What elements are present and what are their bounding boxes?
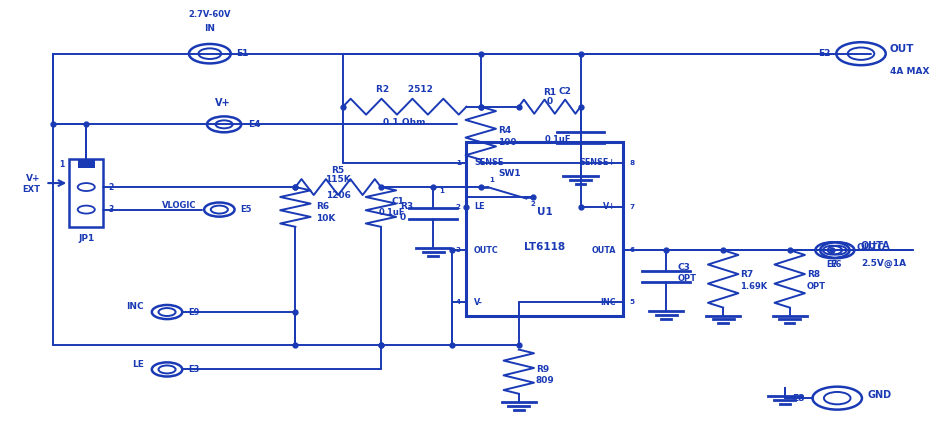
Text: 3: 3: [456, 247, 461, 253]
Text: R9: R9: [536, 365, 549, 374]
Text: 809: 809: [536, 376, 555, 385]
Text: 1206: 1206: [326, 190, 350, 199]
Text: 0: 0: [546, 97, 552, 106]
Text: OUTC: OUTC: [474, 246, 499, 255]
Text: 5: 5: [629, 299, 634, 306]
Text: R3: R3: [400, 202, 413, 211]
Text: SENSE-: SENSE-: [474, 159, 506, 167]
Text: C2: C2: [558, 87, 571, 96]
Text: 0.1uF: 0.1uF: [378, 208, 405, 217]
Text: SENSE+: SENSE+: [580, 159, 616, 167]
Text: GND: GND: [867, 389, 892, 400]
Text: INC: INC: [600, 298, 616, 307]
Text: 100: 100: [498, 138, 516, 148]
Text: OUTC: OUTC: [856, 244, 884, 253]
Text: 8: 8: [629, 160, 634, 166]
Text: 2: 2: [109, 183, 113, 191]
Text: OUTA: OUTA: [591, 246, 616, 255]
Text: E1: E1: [236, 49, 248, 58]
Text: V+: V+: [603, 202, 616, 211]
Text: JP1: JP1: [78, 233, 94, 243]
Text: 10K: 10K: [316, 214, 336, 223]
Text: 115K: 115K: [326, 175, 351, 183]
Text: 0.1uF: 0.1uF: [545, 135, 571, 144]
Text: 1.69K: 1.69K: [741, 282, 767, 291]
Text: IN: IN: [205, 23, 215, 33]
Text: LT6118: LT6118: [525, 242, 565, 252]
Text: V+: V+: [26, 174, 41, 183]
Text: 4A MAX: 4A MAX: [889, 67, 929, 76]
Text: E6: E6: [830, 260, 842, 269]
Bar: [466, 142, 624, 316]
Text: R1: R1: [543, 88, 556, 97]
Text: OPT: OPT: [678, 274, 697, 284]
Text: SW1: SW1: [498, 169, 521, 178]
Text: INC: INC: [127, 302, 145, 311]
Text: OPT: OPT: [806, 282, 825, 291]
Text: 4: 4: [456, 299, 461, 306]
Text: 0.1 Ohm: 0.1 Ohm: [384, 118, 426, 127]
Text: E9: E9: [188, 307, 199, 317]
Text: OUT: OUT: [889, 44, 914, 54]
Text: 6: 6: [629, 247, 634, 253]
Text: 1: 1: [59, 160, 65, 169]
Text: 3: 3: [109, 205, 113, 214]
Text: E2: E2: [818, 49, 830, 58]
Text: 2: 2: [456, 203, 461, 210]
Text: E5: E5: [240, 205, 251, 214]
Text: E3: E3: [188, 365, 199, 374]
Text: R5: R5: [331, 166, 345, 175]
Text: C3: C3: [678, 263, 690, 272]
Text: LE: LE: [132, 360, 145, 369]
Text: 1: 1: [489, 177, 494, 183]
Text: 7: 7: [629, 203, 634, 210]
Text: R7: R7: [741, 270, 754, 279]
Bar: [69, 159, 104, 227]
Text: 2.5V@1A: 2.5V@1A: [861, 259, 906, 268]
Text: 2.7V-60V: 2.7V-60V: [188, 10, 231, 19]
Text: 2: 2: [530, 201, 535, 207]
Text: 0: 0: [400, 214, 407, 222]
Text: R4: R4: [498, 126, 511, 136]
Text: V-: V-: [474, 298, 483, 307]
Text: 1: 1: [439, 188, 444, 194]
Text: E8: E8: [792, 394, 804, 403]
Text: R6: R6: [316, 202, 329, 211]
Text: V+: V+: [215, 98, 231, 108]
Text: U1: U1: [537, 206, 553, 217]
Text: EXT: EXT: [23, 185, 41, 194]
Text: E7: E7: [825, 260, 837, 269]
Text: OUTA: OUTA: [861, 241, 891, 251]
Text: C1: C1: [392, 197, 405, 206]
Bar: [78, 160, 95, 168]
Text: R8: R8: [806, 270, 820, 279]
Text: LE: LE: [474, 202, 485, 211]
Text: R2      2512: R2 2512: [376, 85, 433, 94]
Text: E4: E4: [248, 120, 260, 129]
Text: VLOGIC: VLOGIC: [162, 201, 196, 210]
Text: 1: 1: [456, 160, 461, 166]
